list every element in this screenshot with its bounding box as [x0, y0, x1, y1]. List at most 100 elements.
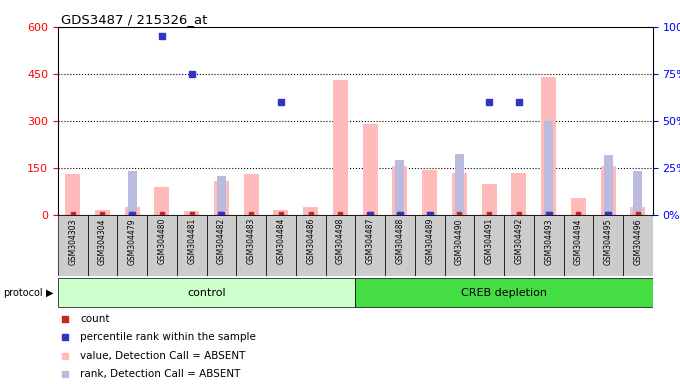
- Text: GSM304489: GSM304489: [425, 218, 434, 265]
- Text: percentile rank within the sample: percentile rank within the sample: [80, 332, 256, 342]
- Bar: [534, 215, 564, 276]
- Bar: [303, 207, 318, 215]
- Text: GSM304480: GSM304480: [158, 218, 167, 265]
- Point: [216, 211, 227, 217]
- Text: GDS3487 / 215326_at: GDS3487 / 215326_at: [61, 13, 207, 26]
- Point: [415, 255, 426, 261]
- Point: [97, 211, 108, 217]
- Bar: [392, 166, 407, 215]
- Bar: [475, 215, 504, 276]
- Bar: [266, 215, 296, 276]
- Bar: [154, 187, 169, 215]
- Bar: [544, 121, 553, 215]
- Bar: [237, 215, 266, 276]
- Point: [364, 211, 375, 217]
- Point: [67, 211, 78, 217]
- Bar: [177, 215, 207, 276]
- Point: [364, 212, 375, 218]
- Text: GSM304479: GSM304479: [128, 218, 137, 265]
- Text: GSM304491: GSM304491: [485, 218, 494, 265]
- Text: GSM304483: GSM304483: [247, 218, 256, 265]
- Text: GSM304486: GSM304486: [306, 218, 315, 265]
- Bar: [355, 215, 385, 276]
- Point: [632, 211, 643, 217]
- Bar: [88, 215, 118, 276]
- Bar: [604, 156, 613, 215]
- Bar: [445, 215, 475, 276]
- Point: [275, 99, 286, 105]
- Bar: [326, 215, 355, 276]
- Bar: [58, 278, 355, 308]
- Bar: [118, 215, 147, 276]
- Text: GSM304498: GSM304498: [336, 218, 345, 265]
- Bar: [128, 171, 137, 215]
- Point: [275, 211, 286, 217]
- Bar: [58, 215, 88, 276]
- Point: [186, 211, 197, 217]
- Bar: [630, 207, 645, 215]
- Point: [394, 211, 405, 217]
- Point: [126, 212, 137, 218]
- Bar: [481, 184, 496, 215]
- Bar: [207, 215, 237, 276]
- Text: GSM304490: GSM304490: [455, 218, 464, 265]
- Point: [245, 211, 256, 217]
- Point: [543, 211, 554, 217]
- Point: [573, 211, 584, 217]
- Bar: [541, 77, 556, 215]
- Text: control: control: [187, 288, 226, 298]
- Point: [424, 212, 435, 218]
- Point: [602, 212, 613, 218]
- Point: [186, 71, 197, 77]
- Bar: [296, 215, 326, 276]
- Text: rank, Detection Call = ABSENT: rank, Detection Call = ABSENT: [80, 369, 241, 379]
- Text: ▶: ▶: [46, 288, 54, 298]
- Bar: [243, 174, 258, 215]
- Text: GSM304493: GSM304493: [544, 218, 553, 265]
- Point: [543, 212, 554, 218]
- Text: GSM304488: GSM304488: [396, 218, 405, 264]
- Point: [424, 211, 435, 217]
- Text: count: count: [80, 314, 110, 324]
- Bar: [593, 215, 623, 276]
- Bar: [95, 210, 110, 215]
- Point: [602, 211, 613, 217]
- Bar: [504, 215, 534, 276]
- Text: GSM304304: GSM304304: [98, 218, 107, 265]
- Bar: [333, 80, 348, 215]
- Point: [454, 211, 465, 217]
- Bar: [455, 154, 464, 215]
- Point: [216, 212, 227, 218]
- Text: GSM304495: GSM304495: [604, 218, 613, 265]
- Point: [126, 211, 137, 217]
- Bar: [214, 180, 229, 215]
- Point: [305, 211, 316, 217]
- Text: GSM304482: GSM304482: [217, 218, 226, 264]
- Point: [483, 211, 494, 217]
- Point: [394, 212, 405, 218]
- Point: [305, 5, 316, 11]
- Bar: [217, 176, 226, 215]
- Text: GSM304303: GSM304303: [68, 218, 77, 265]
- Bar: [422, 170, 437, 215]
- Text: GSM304496: GSM304496: [634, 218, 643, 265]
- Bar: [511, 173, 526, 215]
- Bar: [65, 174, 80, 215]
- Bar: [184, 211, 199, 215]
- Point: [483, 99, 494, 105]
- Bar: [571, 198, 586, 215]
- Bar: [273, 210, 288, 215]
- Point: [156, 211, 167, 217]
- Bar: [355, 278, 653, 308]
- Text: value, Detection Call = ABSENT: value, Detection Call = ABSENT: [80, 351, 245, 361]
- Point: [415, 87, 426, 93]
- Point: [156, 33, 167, 40]
- Bar: [623, 215, 653, 276]
- Point: [97, 0, 108, 2]
- Text: GSM304492: GSM304492: [515, 218, 524, 265]
- Bar: [564, 215, 593, 276]
- Text: GSM304484: GSM304484: [277, 218, 286, 265]
- Bar: [600, 166, 615, 215]
- Bar: [124, 207, 139, 215]
- Text: GSM304494: GSM304494: [574, 218, 583, 265]
